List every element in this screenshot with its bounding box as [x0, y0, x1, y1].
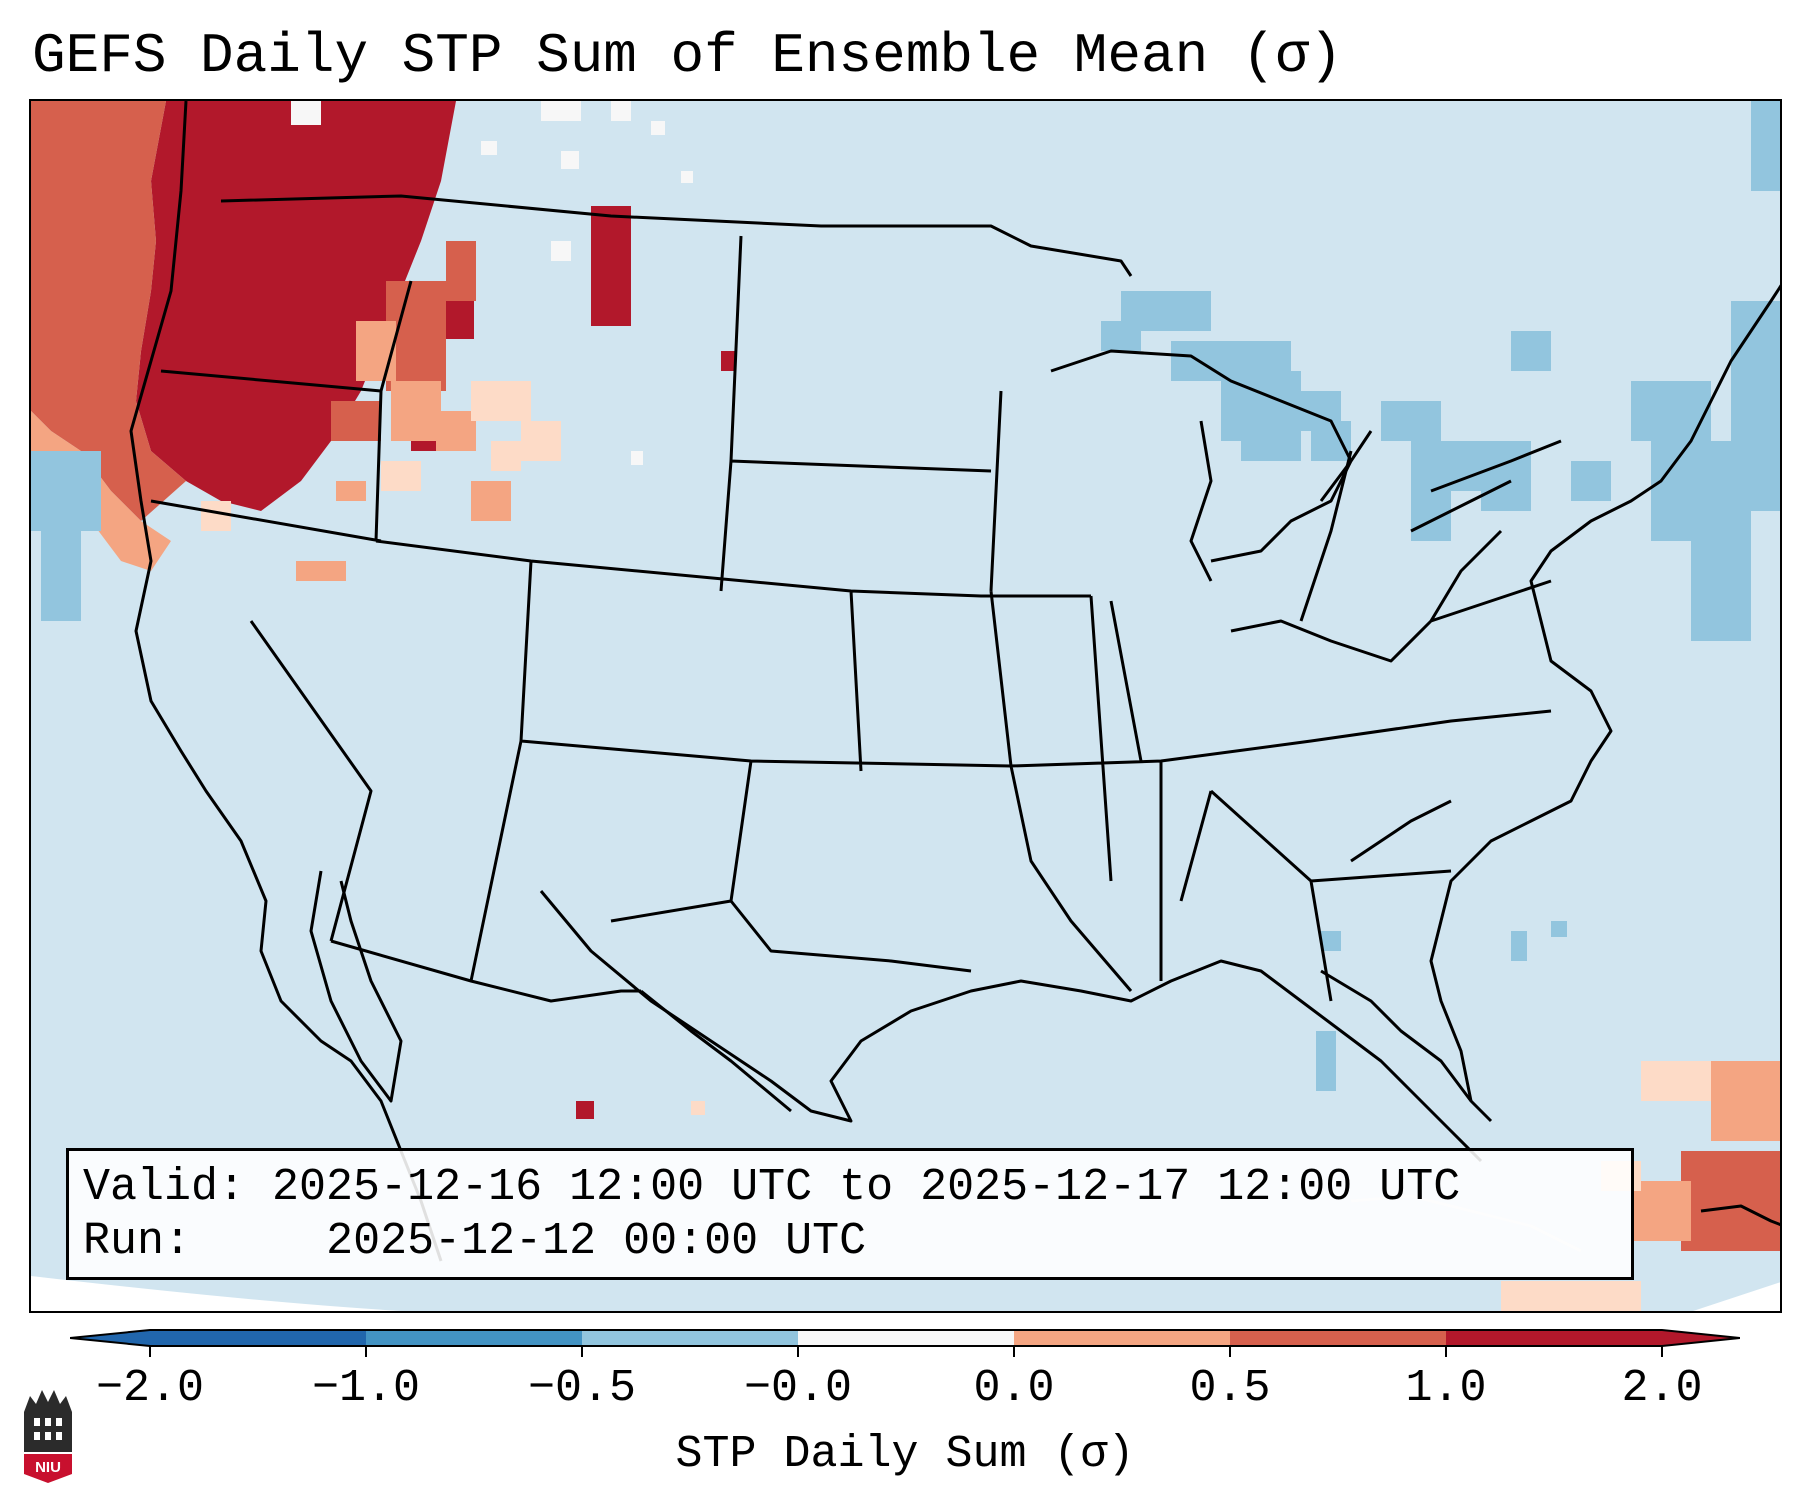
colorbar-tick-label: −0.0 [743, 1363, 853, 1414]
colorbar-tick-label: 0.0 [973, 1363, 1055, 1414]
map-panel [29, 99, 1782, 1313]
chart-title: GEFS Daily STP Sum of Ensemble Mean (σ) [32, 24, 1343, 88]
colorbar-bin-6 [1230, 1330, 1446, 1346]
pnw-high-field [136, 101, 735, 1119]
gulf-coastline [539, 890, 1483, 1163]
colorbar-extend-low [70, 1330, 150, 1346]
valid-text: 2025-12-16 12:00 UTC to 2025-12-17 12:00… [272, 1162, 1461, 1213]
colorbar-bin-3 [582, 1330, 798, 1346]
run-label: Run: [83, 1216, 192, 1267]
state-lines [150, 235, 1552, 1002]
colorbar-tick-label: −0.5 [527, 1363, 637, 1414]
niu-logo-text: NIU [35, 1459, 61, 1476]
valid-label: Valid: [83, 1162, 246, 1213]
valid-run-box: Valid: 2025-12-16 12:00 UTC to 2025-12-1… [66, 1148, 1634, 1280]
colorbar-tick-label: 0.5 [1189, 1363, 1271, 1414]
colorbar-bin-1 [150, 1330, 366, 1346]
hispaniola-outline [1700, 1204, 1780, 1227]
niu-logo: NIU [24, 1390, 72, 1483]
canada-us-border [220, 194, 1133, 277]
colorbar-ticks [149, 1346, 1663, 1357]
colorbar-bin-5 [1014, 1330, 1230, 1346]
colorbar-tick-label: −2.0 [95, 1363, 205, 1414]
colorbar-tick-label: 2.0 [1621, 1363, 1703, 1414]
colorbar-label: STP Daily Sum (σ) [675, 1429, 1135, 1480]
colorbar-extend-high [1662, 1330, 1740, 1346]
boundaries [129, 101, 1780, 1262]
great-lakes-shores [1050, 349, 1562, 582]
colorbar-bin-7 [1446, 1330, 1662, 1346]
run-text: 2025-12-12 00:00 UTC [326, 1216, 867, 1267]
florida-peninsula [1320, 969, 1493, 1123]
colorbar-bin-2 [366, 1330, 582, 1346]
mexico-border [330, 939, 792, 1113]
baja-peninsula [309, 870, 403, 1103]
colorbar-bin-4 [798, 1330, 1014, 1346]
colorbar-tick-label: −1.0 [311, 1363, 421, 1414]
grid-edge [31, 1276, 1780, 1311]
colorbar-tick-label: 1.0 [1405, 1363, 1487, 1414]
pnw-moderate-field [31, 101, 1780, 1251]
pacific-coastline [129, 101, 443, 1262]
colorbar [70, 1329, 1740, 1357]
atlantic-coastline [1429, 284, 1780, 1102]
stp-map [31, 101, 1780, 1311]
near-zero-field [291, 101, 693, 465]
negative-field [31, 101, 1780, 1091]
